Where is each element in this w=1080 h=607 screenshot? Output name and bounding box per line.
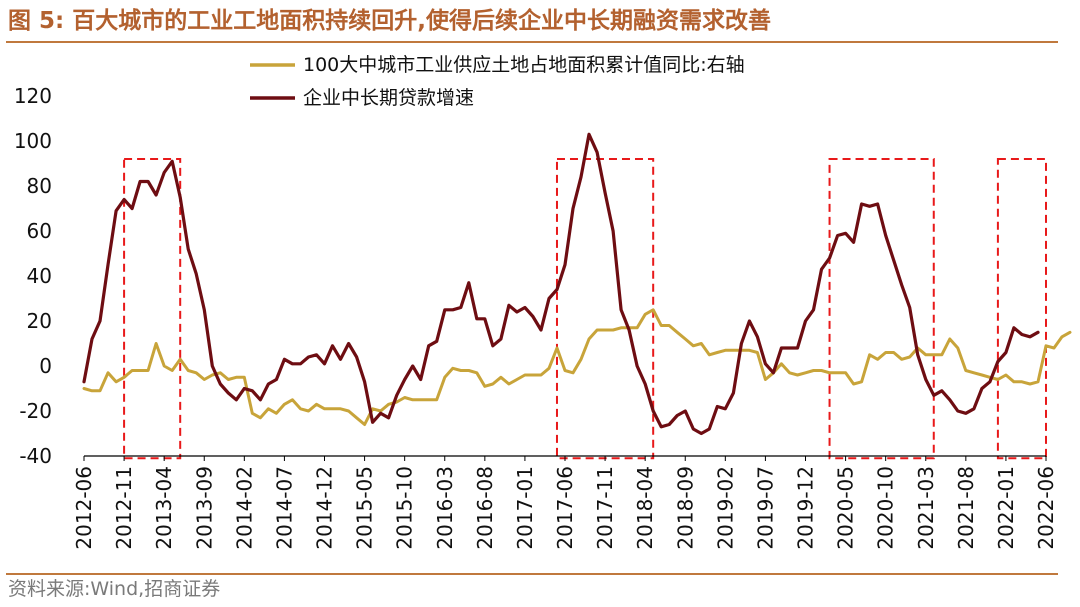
series-lines [82, 132, 1072, 436]
x-tick-label: 2016-03 [433, 466, 457, 550]
highlight-box-3 [828, 158, 935, 460]
y-tick-label: 60 [27, 219, 52, 243]
x-tick-label: 2015-05 [353, 466, 377, 550]
x-tick-label: 2012-11 [112, 466, 136, 550]
figure-label: 图 5: [8, 8, 65, 34]
legend-label-land-supply: 100大中城市工业供应土地占地面积累计值同比:右轴 [303, 54, 745, 76]
figure-title: 图 5: 百大城市的工业工地面积持续回升,使得后续企业中长期融资需求改善 [8, 4, 771, 38]
x-tick-label: 2019-07 [753, 466, 777, 550]
y-tick-label: 80 [27, 174, 52, 198]
highlight-box-4 [996, 158, 1048, 460]
x-tick-label: 2013-09 [192, 466, 216, 550]
x-tick-label: 2020-10 [874, 466, 898, 550]
x-tick-label: 2012-06 [72, 466, 96, 550]
footer-divider [6, 573, 1058, 575]
x-tick-label: 2022-06 [1034, 466, 1058, 550]
legend-label-corporate-loans: 企业中长期贷款增速 [303, 87, 474, 109]
x-tick-label: 2022-01 [994, 466, 1018, 550]
y-tick-label: -40 [19, 444, 52, 468]
y-tick-label: 0 [39, 354, 52, 378]
x-tick-label: 2014-12 [313, 466, 337, 550]
x-tick-label: 2017-06 [553, 466, 577, 550]
x-tick-label: 2020-05 [834, 466, 858, 550]
x-tick-label: 2014-07 [272, 466, 296, 550]
x-tick-label: 2013-04 [152, 466, 176, 550]
x-tick-label: 2017-11 [593, 466, 617, 550]
y-tick-label: 100 [14, 129, 52, 153]
y-tick-label: 40 [27, 264, 52, 288]
x-tick-label: 2021-03 [914, 466, 938, 550]
highlight-box-2 [555, 158, 655, 460]
x-tick-label: 2017-01 [513, 466, 537, 550]
x-tick-label: 2018-09 [673, 466, 697, 550]
title-divider [6, 41, 1058, 43]
x-tick-label: 2019-02 [713, 466, 737, 550]
x-tick-label: 2019-12 [794, 466, 818, 550]
x-tick-label: 2014-02 [232, 466, 256, 550]
figure-title-text: 百大城市的工业工地面积持续回升,使得后续企业中长期融资需求改善 [72, 8, 771, 34]
series-line-land-supply [82, 308, 1072, 426]
y-tick-label: 20 [27, 309, 52, 333]
series-line-corporate-loans [82, 132, 1040, 436]
highlight-box-1 [123, 158, 182, 460]
x-tick-label: 2021-08 [954, 466, 978, 550]
x-tick-label: 2015-10 [393, 466, 417, 550]
x-tick-label: 2018-04 [633, 466, 657, 550]
axes: -40 -20 0 20 40 60 80 100 120 2012-06 2012-11 2013-… [14, 84, 1058, 550]
x-tick-label: 2016-08 [473, 466, 497, 550]
y-tick-label: 120 [14, 84, 52, 108]
source-note: 资料来源:Wind,招商证券 [8, 578, 221, 600]
y-tick-label: -20 [19, 399, 52, 423]
